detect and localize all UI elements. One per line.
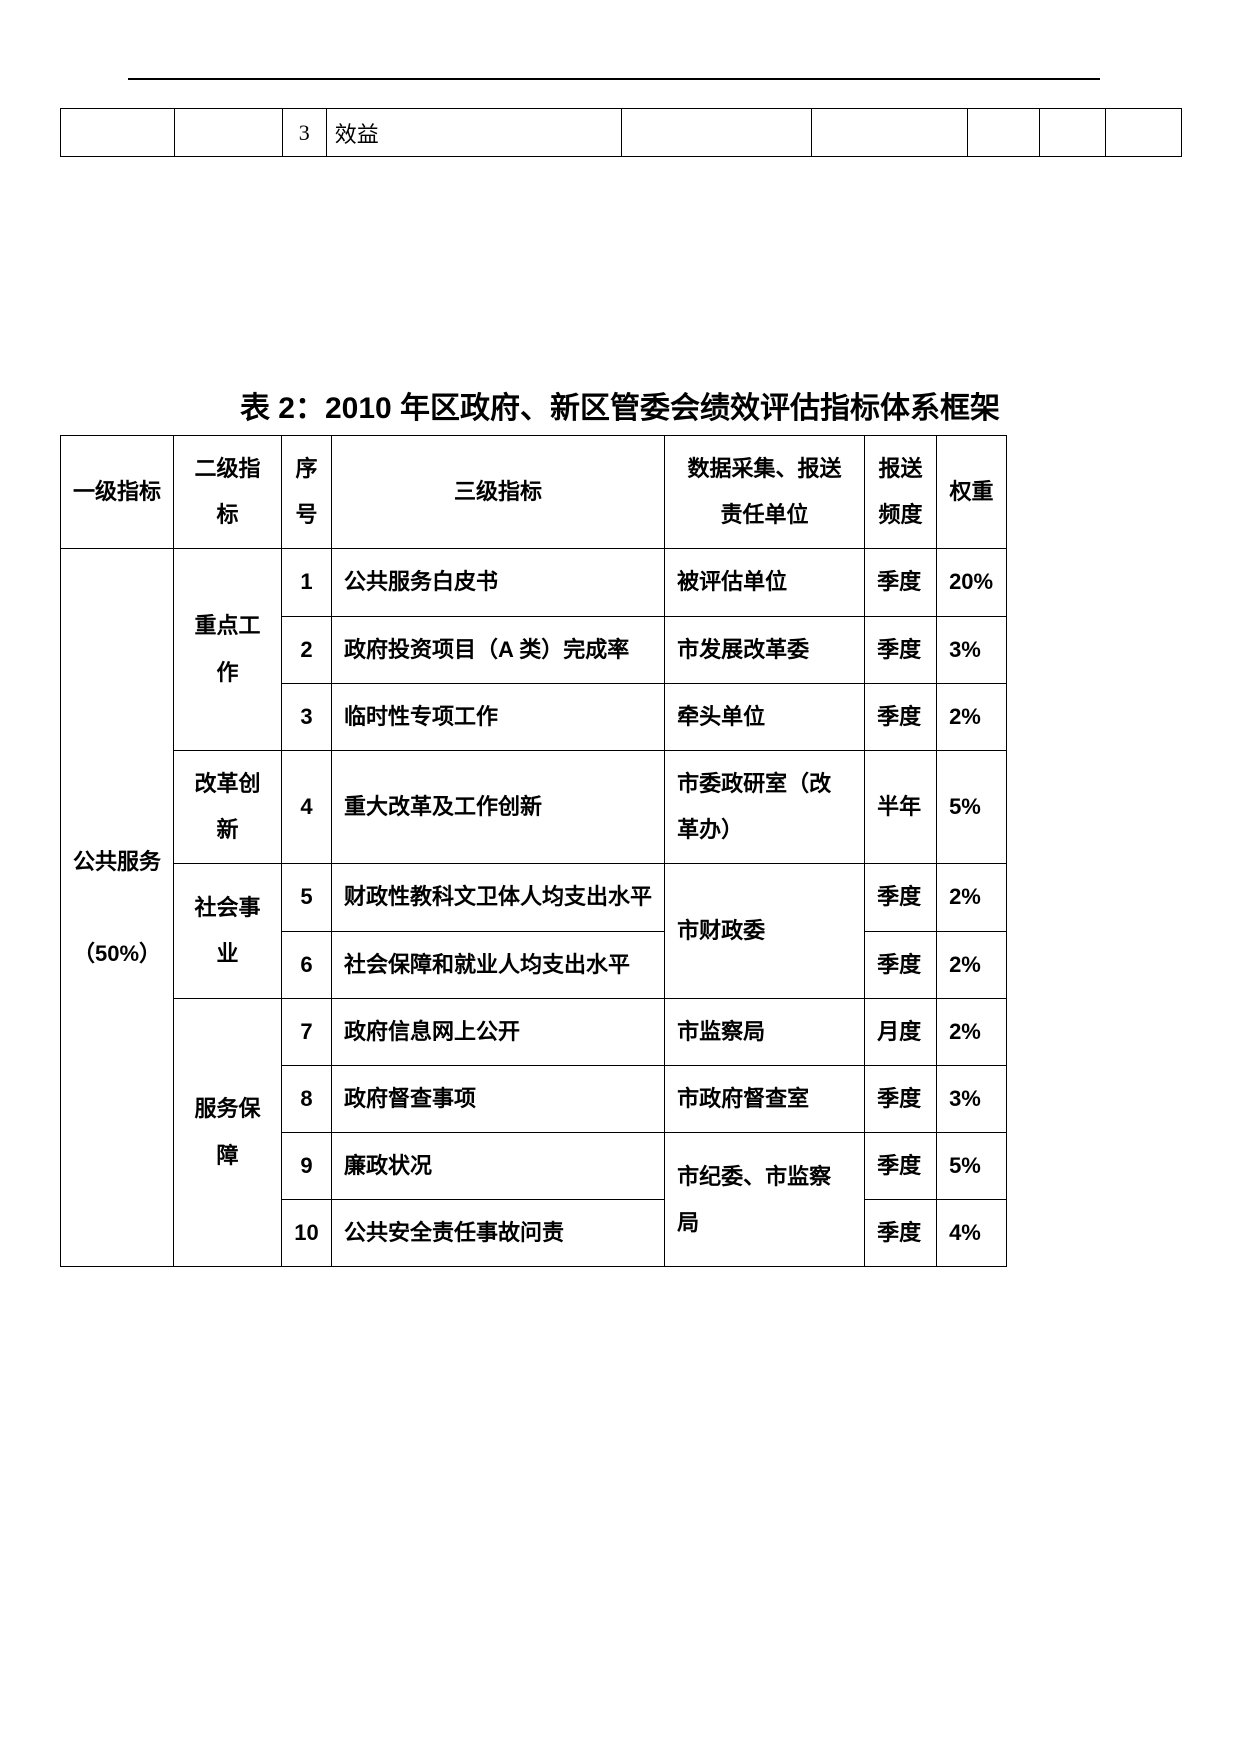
seq-cell: 2 — [282, 616, 332, 683]
frag-cell-empty — [61, 109, 175, 157]
seq-cell: 6 — [282, 931, 332, 998]
resp-cell: 市监察局 — [665, 998, 865, 1065]
freq-cell: 季度 — [865, 1065, 937, 1132]
col-lvl3: 三级指标 — [332, 436, 665, 549]
weight-cell: 5% — [937, 750, 1007, 863]
weight-cell: 2% — [937, 683, 1007, 750]
lvl2-cell: 服务保障 — [174, 998, 282, 1267]
lvl3-cell: 公共安全责任事故问责 — [332, 1200, 665, 1267]
seq-cell: 10 — [282, 1200, 332, 1267]
col-resp: 数据采集、报送责任单位 — [665, 436, 865, 549]
resp-cell: 市纪委、市监察局 — [665, 1133, 865, 1267]
freq-cell: 月度 — [865, 998, 937, 1065]
fragment-table: 3 效益 — [60, 108, 1182, 157]
resp-cell: 市发展改革委 — [665, 616, 865, 683]
seq-cell: 3 — [282, 683, 332, 750]
table-header: 一级指标 二级指标 序号 三级指标 数据采集、报送责任单位 报送频度 权重 — [61, 436, 1007, 549]
lvl3-cell: 公共服务白皮书 — [332, 549, 665, 616]
lvl3-cell: 政府督查事项 — [332, 1065, 665, 1132]
lvl1-label-line1: 公共服务 — [73, 849, 161, 874]
weight-cell: 2% — [937, 931, 1007, 998]
seq-cell: 8 — [282, 1065, 332, 1132]
seq-cell: 1 — [282, 549, 332, 616]
lvl2-cell: 重点工作 — [174, 549, 282, 751]
frag-cell-empty — [968, 109, 1040, 157]
weight-cell: 2% — [937, 998, 1007, 1065]
col-lvl2: 二级指标 — [174, 436, 282, 549]
frag-cell-seq: 3 — [282, 109, 326, 157]
lvl3-cell: 政府投资项目（A 类）完成率 — [332, 616, 665, 683]
weight-cell: 3% — [937, 1065, 1007, 1132]
table-row: 社会事业 5 财政性教科文卫体人均支出水平 市财政委 季度 2% — [61, 864, 1007, 931]
resp-cell: 市委政研室（改革办） — [665, 750, 865, 863]
col-lvl1: 一级指标 — [61, 436, 174, 549]
freq-cell: 季度 — [865, 931, 937, 998]
lvl2-cell: 改革创新 — [174, 750, 282, 863]
table-row: 公共服务 （50%） 重点工作 1 公共服务白皮书 被评估单位 季度 20% — [61, 549, 1007, 616]
frag-cell-empty — [1040, 109, 1106, 157]
resp-cell: 市政府督查室 — [665, 1065, 865, 1132]
table-row: 改革创新 4 重大改革及工作创新 市委政研室（改革办） 半年 5% — [61, 750, 1007, 863]
lvl3-cell: 重大改革及工作创新 — [332, 750, 665, 863]
resp-cell: 市财政委 — [665, 864, 865, 998]
frag-cell-empty — [812, 109, 968, 157]
frag-cell-empty — [622, 109, 812, 157]
seq-cell: 9 — [282, 1133, 332, 1200]
seq-cell: 5 — [282, 864, 332, 931]
resp-cell: 牵头单位 — [665, 683, 865, 750]
col-seq: 序号 — [282, 436, 332, 549]
freq-cell: 半年 — [865, 750, 937, 863]
table-header-row: 一级指标 二级指标 序号 三级指标 数据采集、报送责任单位 报送频度 权重 — [61, 436, 1007, 549]
seq-cell: 4 — [282, 750, 332, 863]
lvl1-label-line2: （50%） — [73, 941, 161, 966]
seq-cell: 7 — [282, 998, 332, 1065]
col-weight: 权重 — [937, 436, 1007, 549]
page-title: 表 2：2010 年区政府、新区管委会绩效评估指标体系框架 — [0, 383, 1240, 427]
weight-cell: 2% — [937, 864, 1007, 931]
freq-cell: 季度 — [865, 1133, 937, 1200]
freq-cell: 季度 — [865, 1200, 937, 1267]
main-table: 一级指标 二级指标 序号 三级指标 数据采集、报送责任单位 报送频度 权重 公共… — [60, 435, 1007, 1267]
col-freq: 报送频度 — [865, 436, 937, 549]
lvl3-cell: 政府信息网上公开 — [332, 998, 665, 1065]
lvl3-cell: 财政性教科文卫体人均支出水平 — [332, 864, 665, 931]
page-header-rule — [128, 78, 1100, 80]
lvl2-cell: 社会事业 — [174, 864, 282, 998]
weight-cell: 4% — [937, 1200, 1007, 1267]
resp-cell: 被评估单位 — [665, 549, 865, 616]
table-row: 3 效益 — [61, 109, 1182, 157]
weight-cell: 20% — [937, 549, 1007, 616]
lvl3-cell: 临时性专项工作 — [332, 683, 665, 750]
table-row: 服务保障 7 政府信息网上公开 市监察局 月度 2% — [61, 998, 1007, 1065]
freq-cell: 季度 — [865, 549, 937, 616]
lvl1-cell: 公共服务 （50%） — [61, 549, 174, 1267]
freq-cell: 季度 — [865, 616, 937, 683]
weight-cell: 5% — [937, 1133, 1007, 1200]
freq-cell: 季度 — [865, 864, 937, 931]
lvl3-cell: 廉政状况 — [332, 1133, 665, 1200]
frag-cell-empty — [1106, 109, 1182, 157]
frag-cell-label: 效益 — [326, 109, 622, 157]
lvl3-cell: 社会保障和就业人均支出水平 — [332, 931, 665, 998]
weight-cell: 3% — [937, 616, 1007, 683]
freq-cell: 季度 — [865, 683, 937, 750]
frag-cell-empty — [174, 109, 282, 157]
